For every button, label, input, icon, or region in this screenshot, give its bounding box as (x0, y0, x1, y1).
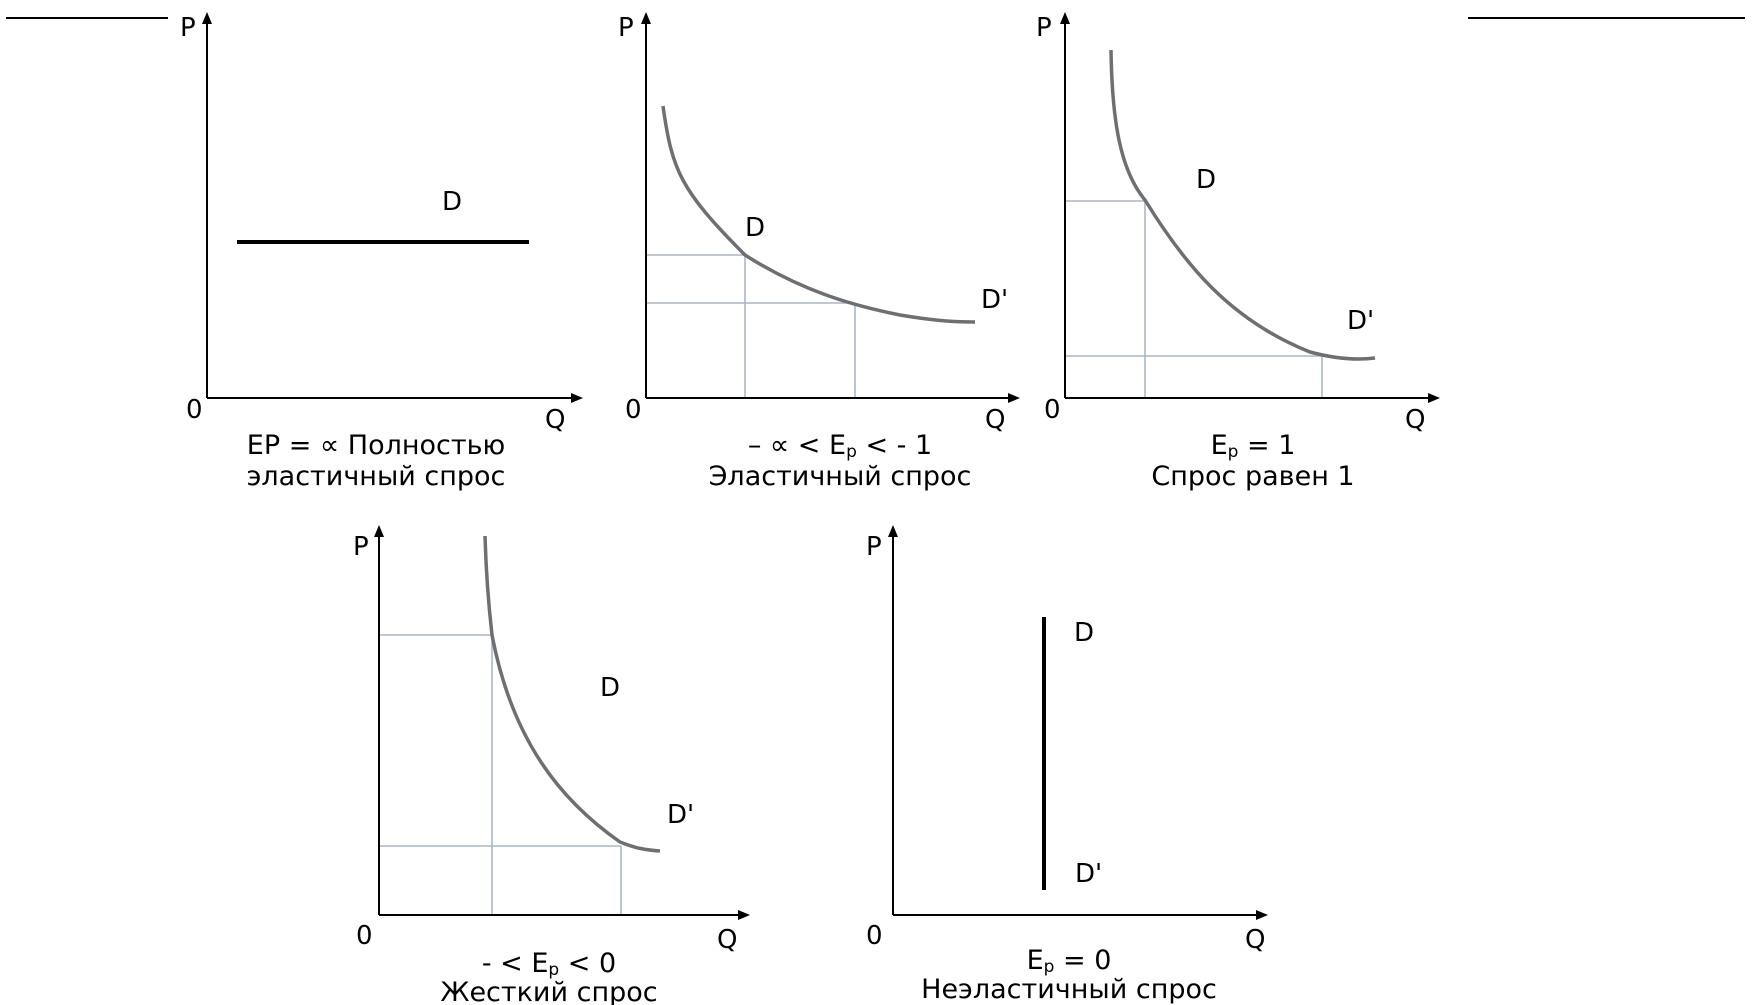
quantity-axis-label: Q (985, 405, 1005, 435)
caption-line-1: Ep = 1 (1211, 430, 1296, 462)
demand-label: D (745, 213, 765, 243)
caption-line-2: Спрос равен 1 (1151, 461, 1354, 492)
caption-line-2: эластичный спрос (247, 461, 506, 492)
origin-label: 0 (625, 395, 642, 425)
quantity-axis-arrow (738, 910, 750, 920)
demand-end-label: D' (1075, 859, 1102, 889)
quantity-axis-label: Q (545, 405, 565, 435)
origin-label: 0 (866, 921, 883, 951)
origin-label: 0 (356, 921, 373, 951)
price-axis-label: P (866, 532, 882, 562)
quantity-axis-arrow (1428, 393, 1440, 403)
price-axis-arrow (888, 525, 898, 537)
price-axis-label: P (618, 13, 634, 43)
price-axis-arrow (374, 525, 384, 537)
origin-label: 0 (186, 395, 203, 425)
quantity-axis-label: Q (1245, 925, 1265, 955)
price-axis-arrow (202, 12, 212, 24)
price-axis-label: P (180, 13, 196, 43)
caption-line-2: Неэластичный спрос (921, 974, 1217, 1005)
quantity-axis-arrow (571, 393, 583, 403)
quantity-axis-arrow (1256, 910, 1268, 920)
demand-label: D (1074, 618, 1094, 648)
demand-end-label: D' (667, 800, 694, 830)
demand-label: D (442, 187, 462, 217)
price-axis-label: P (1036, 13, 1052, 43)
demand-label: D (1196, 165, 1216, 195)
demand-curve (483, 535, 661, 853)
demand-curve (661, 105, 976, 324)
demand-end-label: D' (981, 285, 1008, 315)
demand-curve (1109, 49, 1376, 361)
caption-line-1: EP = ∝ Полностью (247, 430, 505, 461)
quantity-axis-label: Q (717, 925, 737, 955)
price-axis-label: P (353, 532, 369, 562)
caption-line-2: Жесткий спрос (440, 977, 657, 1005)
caption-line-1: Ep = 0 (1027, 945, 1112, 977)
origin-label: 0 (1044, 395, 1061, 425)
demand-label: D (600, 673, 620, 703)
caption-line-2: Эластичный спрос (709, 461, 972, 492)
caption-line-1: - < Ep < 0 (482, 948, 616, 980)
quantity-axis-arrow (1008, 393, 1020, 403)
price-axis-arrow (641, 12, 651, 24)
demand-end-label: D' (1347, 306, 1374, 336)
price-axis-arrow (1060, 12, 1070, 24)
caption-line-1: – ∝ < Ep < - 1 (748, 430, 932, 462)
quantity-axis-label: Q (1405, 405, 1425, 435)
